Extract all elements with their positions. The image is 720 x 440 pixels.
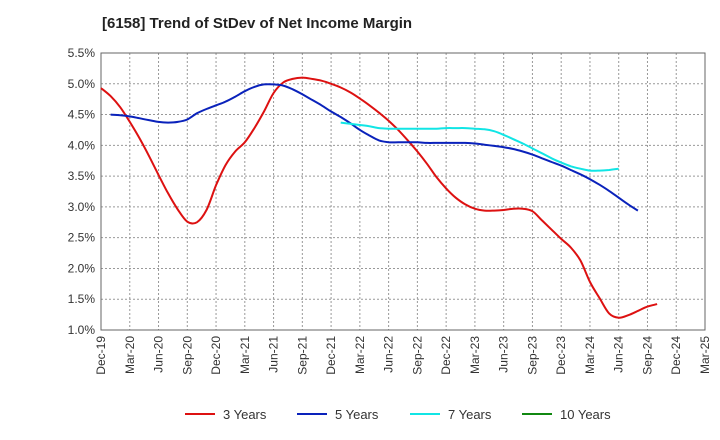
series-line-3-years	[100, 76, 658, 319]
x-tick-label: Dec-21	[324, 336, 338, 375]
x-tick-label: Mar-25	[698, 336, 712, 374]
legend-label: 5 Years	[335, 407, 379, 422]
x-tick-label: Mar-24	[583, 336, 597, 374]
y-tick-label: 4.0%	[68, 138, 96, 152]
legend-item-10-years: 10 Years	[522, 407, 611, 422]
y-tick-label: 2.0%	[68, 261, 96, 275]
x-tick-label: Sep-20	[180, 336, 194, 375]
y-axis: 1.0% 1.5% 2.0% 2.5% 3.0% 3.5% 4.0% 4.5% 5.0% 5.5%	[68, 46, 96, 337]
x-tick-label: Sep-24	[640, 336, 654, 375]
x-tick-label: Mar-23	[468, 336, 482, 374]
x-tick-label: Jun-24	[612, 336, 626, 373]
grid	[101, 53, 705, 330]
x-axis: Dec-19 Mar-20 Jun-20 Sep-20 Dec-20 Mar-21 Jun-…	[94, 336, 712, 375]
y-tick-label: 3.0%	[68, 200, 96, 214]
x-tick-label: Sep-21	[295, 336, 309, 375]
x-tick-label: Mar-21	[238, 336, 252, 374]
y-tick-label: 5.0%	[68, 77, 96, 91]
legend-label: 3 Years	[223, 407, 267, 422]
legend: 3 Years 5 Years 7 Years 10 Years	[185, 407, 611, 422]
series-line-5-years	[110, 83, 639, 212]
x-tick-label: Dec-23	[554, 336, 568, 375]
legend-item-7-years: 7 Years	[410, 407, 492, 422]
x-tick-label: Mar-20	[123, 336, 137, 374]
y-tick-label: 2.5%	[68, 231, 96, 245]
y-tick-label: 1.0%	[68, 323, 96, 337]
x-tick-label: Sep-22	[410, 336, 424, 375]
legend-item-3-years: 3 Years	[185, 407, 267, 422]
x-tick-label: Jun-20	[152, 336, 166, 373]
x-tick-label: Dec-19	[94, 336, 108, 375]
y-tick-label: 1.5%	[68, 292, 96, 306]
plot-area	[100, 52, 706, 331]
y-tick-label: 4.5%	[68, 108, 96, 122]
x-tick-label: Dec-22	[439, 336, 453, 375]
legend-label: 7 Years	[448, 407, 492, 422]
legend-label: 10 Years	[560, 407, 611, 422]
y-tick-label: 5.5%	[68, 46, 96, 60]
x-tick-label: Jun-23	[497, 336, 511, 373]
chart-title: [6158] Trend of StDev of Net Income Marg…	[102, 15, 412, 32]
x-tick-label: Jun-22	[382, 336, 396, 373]
x-tick-label: Dec-20	[209, 336, 223, 375]
y-tick-label: 3.5%	[68, 169, 96, 183]
x-tick-label: Sep-23	[525, 336, 539, 375]
legend-item-5-years: 5 Years	[297, 407, 379, 422]
x-tick-label: Dec-24	[669, 336, 683, 375]
x-tick-label: Jun-21	[267, 336, 281, 373]
series-line-7-years	[340, 121, 619, 172]
series-lines	[100, 76, 658, 319]
x-tick-label: Mar-22	[353, 336, 367, 374]
